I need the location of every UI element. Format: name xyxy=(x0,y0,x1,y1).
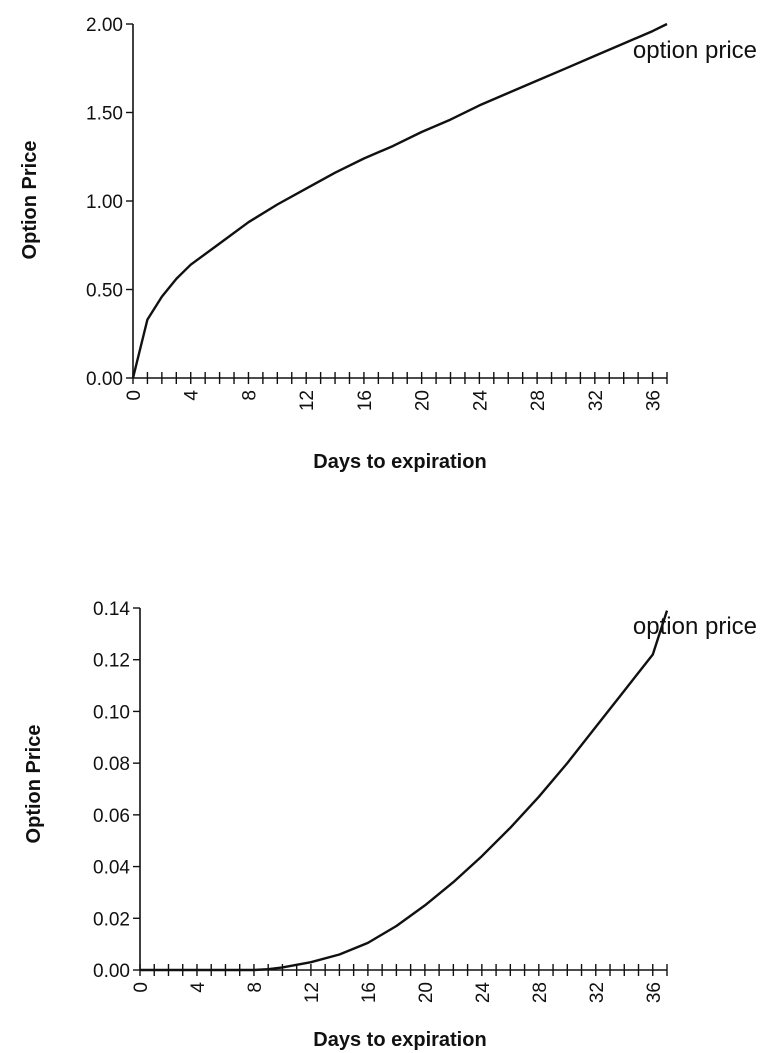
y-tick-label: 1.00 xyxy=(86,192,123,213)
x-tick-label: 0 xyxy=(124,390,145,401)
x-tick-label: 20 xyxy=(413,390,434,411)
x-tick-label: 16 xyxy=(355,390,376,411)
x-tick-label: 0 xyxy=(131,982,152,993)
x-tick-label: 36 xyxy=(644,982,665,1003)
y-tick-label: 0.00 xyxy=(86,369,123,390)
y-axis-title: Option Price xyxy=(23,725,45,844)
x-tick-label: 4 xyxy=(188,982,209,993)
series-line xyxy=(140,610,669,972)
plot-area: 0 4 8 12 16 20 24 28 32 36 0.00 0.02 0.04 0.06 0.08 0.1… xyxy=(93,599,669,1004)
x-axis-title: Days to expiration xyxy=(313,1029,486,1051)
y-axis-title: Option Price xyxy=(19,141,41,260)
x-tick-label: 24 xyxy=(470,390,491,412)
x-tick-label: 12 xyxy=(302,982,323,1003)
chart-top: Option Price Days to expiration option p… xyxy=(19,15,757,473)
x-tick-label: 32 xyxy=(587,982,608,1003)
x-tick-label: 8 xyxy=(245,982,266,993)
x-tick-label: 36 xyxy=(644,390,665,411)
y-tick-label: 0.06 xyxy=(93,806,130,827)
series-annotation: option price xyxy=(633,613,757,640)
x-tick-label: 20 xyxy=(416,982,437,1003)
y-tick-label: 2.00 xyxy=(86,15,123,36)
y-axis-title-text: Option Price xyxy=(19,141,41,260)
y-tick-label: 1.50 xyxy=(86,104,123,125)
x-tick-label: 28 xyxy=(528,390,549,411)
x-tick-label: 8 xyxy=(239,390,260,401)
y-tick-label: 0.02 xyxy=(93,909,130,930)
x-tick-label: 12 xyxy=(297,390,318,411)
series-line xyxy=(131,22,668,379)
x-tick-label: 16 xyxy=(359,982,380,1003)
y-tick-label: 0.10 xyxy=(93,702,130,723)
y-tick-label: 0.00 xyxy=(93,961,130,982)
x-tick-label: 4 xyxy=(182,390,203,401)
plot-area: 0 4 8 12 16 20 24 28 32 36 0.00 0.50 1.00 1.50 2.00 xyxy=(86,15,668,412)
y-tick-label: 0.04 xyxy=(93,858,130,879)
chart-bottom: Option Price Days to expiration option p… xyxy=(23,599,757,1051)
series-annotation: option price xyxy=(633,37,757,64)
x-tick-label: 32 xyxy=(586,390,607,411)
x-tick-label: 24 xyxy=(473,982,494,1004)
x-axis-title: Days to expiration xyxy=(313,451,486,473)
y-axis-title-text: Option Price xyxy=(23,725,45,844)
y-tick-label: 0.08 xyxy=(93,754,130,775)
y-tick-label: 0.50 xyxy=(86,281,123,302)
y-tick-label: 0.14 xyxy=(93,599,130,620)
y-tick-label: 0.12 xyxy=(93,651,130,672)
x-tick-label: 28 xyxy=(530,982,551,1003)
